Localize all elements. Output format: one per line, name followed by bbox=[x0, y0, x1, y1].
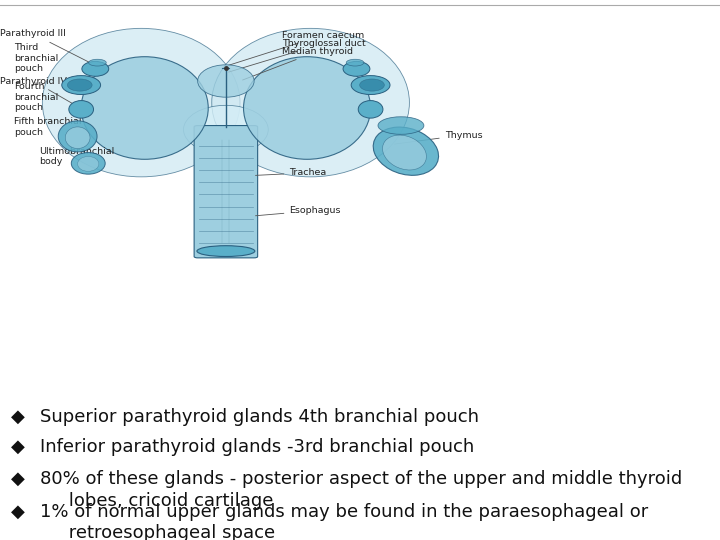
Text: Inferior parathyroid glands -3rd branchial pouch: Inferior parathyroid glands -3rd branchi… bbox=[40, 438, 474, 456]
Ellipse shape bbox=[42, 28, 240, 177]
Text: Foramen caecum: Foramen caecum bbox=[228, 31, 364, 65]
Ellipse shape bbox=[68, 79, 92, 91]
Text: 1% of normal upper glands may be found in the paraesophageal or: 1% of normal upper glands may be found i… bbox=[40, 503, 648, 521]
Ellipse shape bbox=[184, 105, 269, 154]
Text: ◆: ◆ bbox=[11, 503, 25, 521]
Ellipse shape bbox=[378, 117, 424, 134]
Text: ◆: ◆ bbox=[11, 408, 25, 426]
Text: Esophagus: Esophagus bbox=[256, 206, 341, 216]
Text: Thyroglossal duct: Thyroglossal duct bbox=[228, 39, 366, 72]
Ellipse shape bbox=[69, 100, 94, 118]
Text: lobes, cricoid cartilage: lobes, cricoid cartilage bbox=[40, 492, 273, 510]
Ellipse shape bbox=[81, 57, 208, 159]
Ellipse shape bbox=[359, 100, 383, 118]
Text: Fifth branchial
pouch: Fifth branchial pouch bbox=[14, 117, 81, 137]
Text: Third
branchial
pouch: Third branchial pouch bbox=[14, 43, 58, 73]
Ellipse shape bbox=[373, 127, 438, 176]
Ellipse shape bbox=[351, 76, 390, 94]
Ellipse shape bbox=[62, 76, 101, 94]
Text: Median thyroid: Median thyroid bbox=[243, 47, 354, 80]
Ellipse shape bbox=[78, 157, 99, 171]
Ellipse shape bbox=[346, 59, 364, 66]
Text: Superior parathyroid glands 4th branchial pouch: Superior parathyroid glands 4th branchia… bbox=[40, 408, 479, 426]
Ellipse shape bbox=[58, 121, 97, 152]
Ellipse shape bbox=[89, 59, 107, 66]
FancyBboxPatch shape bbox=[194, 125, 258, 258]
Text: ◆: ◆ bbox=[11, 438, 25, 456]
Text: Trachea: Trachea bbox=[256, 168, 327, 177]
Ellipse shape bbox=[82, 62, 109, 76]
Text: retroesophageal space: retroesophageal space bbox=[40, 524, 275, 540]
Ellipse shape bbox=[197, 246, 255, 256]
Ellipse shape bbox=[71, 152, 105, 174]
Ellipse shape bbox=[382, 135, 426, 170]
Ellipse shape bbox=[360, 79, 384, 91]
Text: Ultimobranchial
body: Ultimobranchial body bbox=[39, 147, 114, 166]
Ellipse shape bbox=[66, 127, 90, 148]
Text: ◆: ◆ bbox=[11, 470, 25, 488]
Ellipse shape bbox=[243, 57, 371, 159]
Ellipse shape bbox=[212, 28, 410, 177]
Ellipse shape bbox=[343, 62, 370, 76]
Ellipse shape bbox=[198, 65, 254, 97]
Text: Fourth
branchial
pouch: Fourth branchial pouch bbox=[14, 82, 58, 112]
Text: Parathyroid IV: Parathyroid IV bbox=[0, 77, 78, 107]
Text: Thymus: Thymus bbox=[395, 131, 482, 144]
Text: Parathyroid III: Parathyroid III bbox=[0, 29, 93, 64]
Text: 80% of these glands - posterior aspect of the upper and middle thyroid: 80% of these glands - posterior aspect o… bbox=[40, 470, 682, 488]
